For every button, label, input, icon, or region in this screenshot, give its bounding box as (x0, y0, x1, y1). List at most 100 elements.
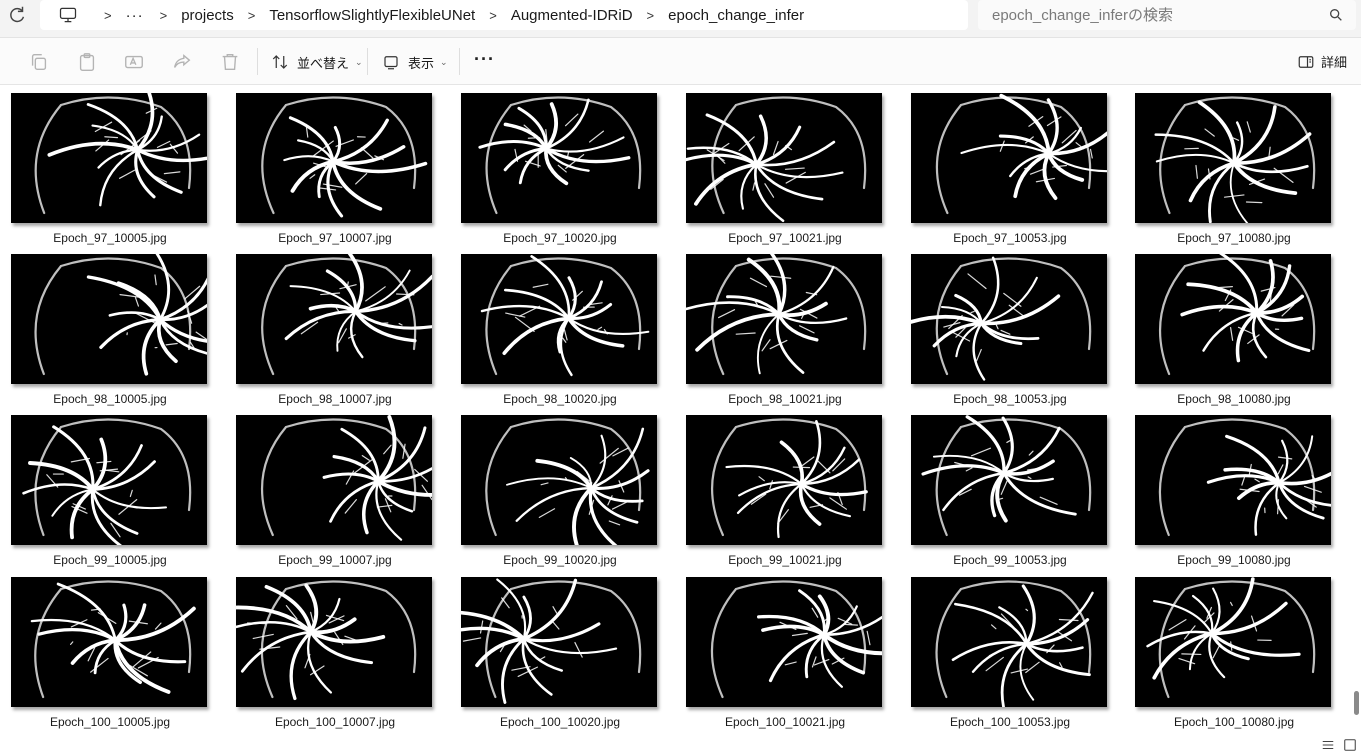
file-tile[interactable]: Epoch_99_10005.jpg (0, 408, 224, 568)
scrollbar-thumb[interactable] (1354, 691, 1359, 715)
file-name-label[interactable]: Epoch_97_10021.jpg (728, 231, 842, 245)
file-name-label[interactable]: Epoch_99_10053.jpg (953, 553, 1067, 567)
file-thumbnail[interactable] (686, 93, 882, 223)
file-tile[interactable]: Epoch_97_10005.jpg (0, 86, 224, 246)
file-name-label[interactable]: Epoch_98_10021.jpg (728, 392, 842, 406)
file-name-label[interactable]: Epoch_100_10020.jpg (499, 715, 621, 729)
chevron-right-icon[interactable]: > (159, 7, 168, 23)
file-name-label[interactable]: Epoch_99_10080.jpg (1177, 553, 1291, 567)
file-tile[interactable]: Epoch_98_10053.jpg (900, 247, 1124, 407)
file-name-label[interactable]: Epoch_100_10080.jpg (1173, 715, 1295, 729)
file-tile[interactable]: Epoch_99_10053.jpg (900, 408, 1124, 568)
rename-icon[interactable] (123, 51, 145, 73)
file-name-label[interactable]: Epoch_98_10020.jpg (503, 392, 617, 406)
file-tile[interactable]: Epoch_97_10007.jpg (225, 86, 449, 246)
file-tile[interactable]: Epoch_99_10080.jpg (1124, 408, 1348, 568)
file-thumbnail[interactable] (686, 577, 882, 707)
chevron-right-icon[interactable]: > (646, 7, 655, 23)
file-name-label[interactable]: Epoch_99_10020.jpg (503, 553, 617, 567)
file-name-label[interactable]: Epoch_100_10053.jpg (949, 715, 1071, 729)
file-tile[interactable]: Epoch_100_10053.jpg (900, 570, 1124, 730)
file-tile[interactable]: Epoch_100_10007.jpg (225, 570, 449, 730)
more-options-button[interactable]: ··· (474, 49, 495, 69)
file-name-label[interactable]: Epoch_97_10080.jpg (1177, 231, 1291, 245)
file-name-label[interactable]: Epoch_98_10005.jpg (53, 392, 167, 406)
file-tile[interactable]: Epoch_97_10021.jpg (675, 86, 899, 246)
file-thumbnail[interactable] (11, 254, 207, 384)
file-tile[interactable]: Epoch_98_10021.jpg (675, 247, 899, 407)
file-thumbnail[interactable] (686, 254, 882, 384)
file-tile[interactable]: Epoch_100_10021.jpg (675, 570, 899, 730)
file-tile[interactable]: Epoch_97_10020.jpg (450, 86, 674, 246)
breadcrumb[interactable]: > ··· > projects > TensorflowSlightlyFle… (40, 0, 968, 30)
file-thumbnail[interactable] (11, 577, 207, 707)
file-tile[interactable]: Epoch_99_10007.jpg (225, 408, 449, 568)
breadcrumb-overflow-button[interactable]: ··· (125, 6, 144, 24)
file-tile[interactable]: Epoch_99_10020.jpg (450, 408, 674, 568)
file-thumbnail[interactable] (461, 415, 657, 545)
file-thumbnail[interactable] (911, 254, 1107, 384)
file-name-label[interactable]: Epoch_99_10021.jpg (728, 553, 842, 567)
file-name-label[interactable]: Epoch_99_10005.jpg (53, 553, 167, 567)
delete-icon[interactable] (219, 51, 241, 73)
chevron-right-icon[interactable]: > (104, 7, 112, 23)
search-input[interactable] (992, 6, 1322, 24)
file-name-label[interactable]: Epoch_98_10080.jpg (1177, 392, 1291, 406)
paste-icon[interactable] (76, 51, 98, 73)
file-thumbnail[interactable] (461, 93, 657, 223)
computer-icon[interactable] (58, 5, 78, 25)
breadcrumb-augmented-idrid[interactable]: Augmented-IDRiD (510, 6, 633, 24)
vertical-scrollbar[interactable] (1350, 86, 1361, 736)
chevron-right-icon[interactable]: > (489, 7, 497, 23)
file-name-label[interactable]: Epoch_98_10053.jpg (953, 392, 1067, 406)
file-thumbnail[interactable] (461, 577, 657, 707)
file-tile[interactable]: Epoch_99_10021.jpg (675, 408, 899, 568)
file-thumbnail[interactable] (911, 577, 1107, 707)
file-thumbnail[interactable] (1135, 254, 1331, 384)
file-thumbnail[interactable] (686, 415, 882, 545)
file-tile[interactable]: Epoch_97_10080.jpg (1124, 86, 1348, 246)
file-tile[interactable]: Epoch_98_10020.jpg (450, 247, 674, 407)
file-name-label[interactable]: Epoch_98_10007.jpg (278, 392, 392, 406)
breadcrumb-tensorflow-unet[interactable]: TensorflowSlightlyFlexibleUNet (269, 6, 476, 24)
file-thumbnail[interactable] (11, 415, 207, 545)
file-tile[interactable]: Epoch_100_10080.jpg (1124, 570, 1348, 730)
file-tile[interactable]: Epoch_98_10080.jpg (1124, 247, 1348, 407)
details-view-icon[interactable] (1321, 738, 1335, 752)
file-tile[interactable]: Epoch_98_10007.jpg (225, 247, 449, 407)
share-icon[interactable] (171, 51, 193, 73)
details-pane-button[interactable]: 詳細 (1297, 52, 1347, 71)
file-thumbnail[interactable] (1135, 415, 1331, 545)
file-name-label[interactable]: Epoch_99_10007.jpg (278, 553, 392, 567)
file-name-label[interactable]: Epoch_100_10007.jpg (274, 715, 396, 729)
file-thumbnail[interactable] (911, 93, 1107, 223)
file-thumbnail[interactable] (236, 93, 432, 223)
breadcrumb-epoch-change-infer[interactable]: epoch_change_infer (668, 6, 805, 24)
file-thumbnail[interactable] (1135, 577, 1331, 707)
file-thumbnail[interactable] (236, 577, 432, 707)
search-icon[interactable] (1328, 7, 1344, 23)
file-thumbnail[interactable] (911, 415, 1107, 545)
view-button[interactable]: 表示 ⌄ (382, 49, 448, 75)
file-name-label[interactable]: Epoch_97_10020.jpg (503, 231, 617, 245)
copy-icon[interactable] (28, 51, 50, 73)
file-thumbnail[interactable] (236, 254, 432, 384)
large-icons-view-icon[interactable] (1343, 738, 1357, 752)
file-tile[interactable]: Epoch_100_10020.jpg (450, 570, 674, 730)
file-thumbnail[interactable] (1135, 93, 1331, 223)
file-name-label[interactable]: Epoch_100_10021.jpg (724, 715, 846, 729)
file-tile[interactable]: Epoch_97_10053.jpg (900, 86, 1124, 246)
file-thumbnail[interactable] (11, 93, 207, 223)
file-thumbnail[interactable] (461, 254, 657, 384)
file-name-label[interactable]: Epoch_97_10005.jpg (53, 231, 167, 245)
file-name-label[interactable]: Epoch_97_10053.jpg (953, 231, 1067, 245)
chevron-right-icon[interactable]: > (247, 7, 256, 23)
file-name-label[interactable]: Epoch_97_10007.jpg (278, 231, 392, 245)
file-thumbnail[interactable] (236, 415, 432, 545)
file-name-label[interactable]: Epoch_100_10005.jpg (49, 715, 171, 729)
breadcrumb-projects[interactable]: projects (181, 6, 234, 24)
search-box[interactable] (978, 0, 1356, 30)
file-tile[interactable]: Epoch_100_10005.jpg (0, 570, 224, 730)
file-tile[interactable]: Epoch_98_10005.jpg (0, 247, 224, 407)
refresh-icon[interactable] (6, 4, 28, 26)
